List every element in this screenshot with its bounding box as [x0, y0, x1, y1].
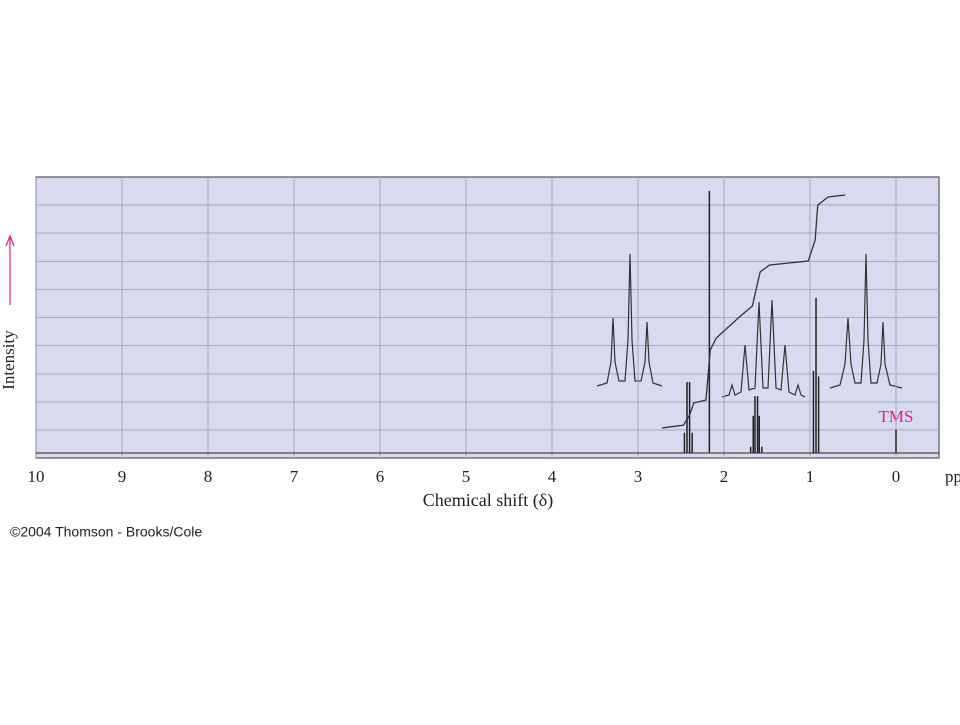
- expansion-insets: [596, 253, 903, 398]
- credit: ©2004 Thomson - Brooks/Cole: [10, 524, 202, 540]
- intensity-arrow: [5, 234, 15, 305]
- x-tick-label: 5: [462, 467, 471, 486]
- x-tick-label: 6: [376, 467, 385, 486]
- x-tick-label: 4: [548, 467, 557, 486]
- x-tick-label: 2: [720, 467, 729, 486]
- horizontal-grid: [36, 204, 939, 431]
- x-tick-label: 0: [892, 467, 901, 486]
- x-tick-label: 8: [204, 467, 213, 486]
- x-tick-label: 9: [118, 467, 127, 486]
- x-tick-label: 3: [634, 467, 643, 486]
- y-axis-label: Intensity: [0, 330, 18, 390]
- x-tick-label: 10: [28, 467, 45, 486]
- x-tick-label: 1: [806, 467, 815, 486]
- x-unit: ppm: [945, 467, 960, 486]
- x-axis-label: Chemical shift (δ): [423, 490, 553, 511]
- x-tick-label: 7: [290, 467, 299, 486]
- integral-curve: [661, 194, 846, 429]
